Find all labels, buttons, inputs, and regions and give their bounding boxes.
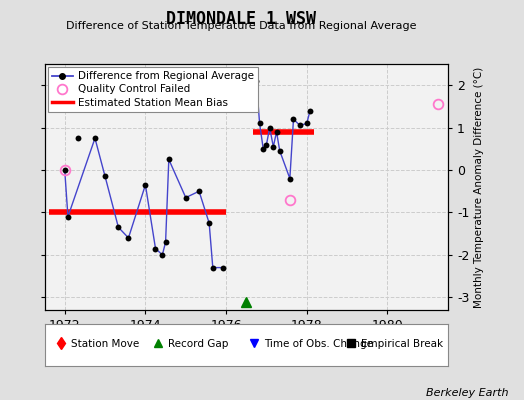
Point [255,120,264,126]
Point [286,175,294,182]
Text: Record Gap: Record Gap [168,339,228,349]
Point [161,239,170,245]
Text: Empirical Break: Empirical Break [361,339,443,349]
Point [124,235,133,241]
Point [306,108,314,114]
Text: Difference of Station Temperature Data from Regional Average: Difference of Station Temperature Data f… [66,21,416,31]
Point [209,264,217,271]
Y-axis label: Monthly Temperature Anomaly Difference (°C): Monthly Temperature Anomaly Difference (… [474,66,484,308]
Point [205,220,213,226]
Point [64,214,72,220]
Point [165,156,173,163]
Text: Time of Obs. Change: Time of Obs. Change [265,339,374,349]
Point [158,252,167,258]
Point [91,135,99,142]
Point [182,194,190,201]
Point [60,167,69,173]
Text: Station Move: Station Move [71,339,139,349]
Point [259,146,267,152]
Point [269,144,278,150]
Point [289,116,298,122]
Text: Berkeley Earth: Berkeley Earth [426,388,508,398]
Point [219,264,227,271]
Point [266,124,274,131]
Point [74,135,82,142]
Point [101,173,109,180]
Point [252,78,260,84]
Legend: Difference from Regional Average, Quality Control Failed, Estimated Station Mean: Difference from Regional Average, Qualit… [48,67,258,112]
Point [296,122,304,129]
Point [249,103,257,110]
Text: DIMONDALE 1 WSW: DIMONDALE 1 WSW [166,10,316,28]
Point [272,129,281,135]
Point [262,141,270,148]
Point [195,188,203,194]
Point [276,148,284,154]
Point [302,120,311,126]
Point [151,245,160,252]
Point [114,224,123,230]
Point [141,182,150,188]
